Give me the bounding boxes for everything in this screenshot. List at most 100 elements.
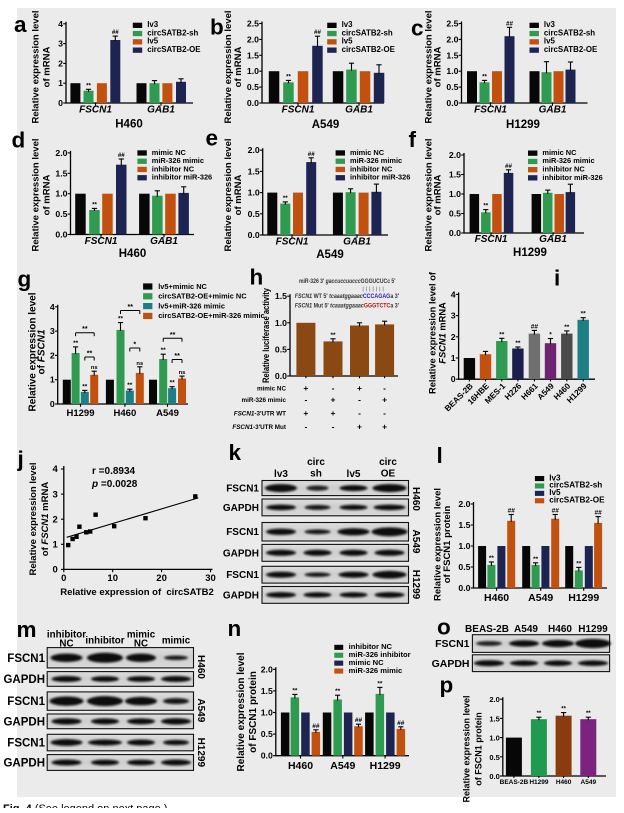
svg-text:**: ** xyxy=(286,73,291,80)
svg-text:-: - xyxy=(304,422,307,432)
svg-text:0.5: 0.5 xyxy=(261,729,273,739)
svg-text:lv5: lv5 xyxy=(342,37,354,46)
svg-text:GAPDH: GAPDH xyxy=(3,674,45,686)
svg-text:**: ** xyxy=(73,340,79,347)
svg-text:FSCN1 mRNA: FSCN1 mRNA xyxy=(438,302,448,364)
svg-text:0.5: 0.5 xyxy=(247,82,259,92)
svg-text:H460: H460 xyxy=(195,655,206,679)
svg-text:A549: A549 xyxy=(514,624,538,635)
svg-text:H1299: H1299 xyxy=(67,408,95,419)
svg-text:mimic NC: mimic NC xyxy=(349,658,385,667)
svg-text:**: ** xyxy=(330,332,336,339)
svg-text:p: p xyxy=(440,673,454,698)
svg-text:GAB1: GAB1 xyxy=(343,237,371,248)
svg-text:**: ** xyxy=(377,680,383,687)
svg-text:A549: A549 xyxy=(410,530,421,554)
svg-text:**: ** xyxy=(482,73,487,80)
svg-text:-: - xyxy=(358,395,361,405)
svg-text:circSATB2-OE+miR-326 mimic: circSATB2-OE+miR-326 mimic xyxy=(158,311,264,320)
svg-text:Relative expression level: Relative expression level xyxy=(236,652,247,771)
svg-text:Relative expression level: Relative expression level xyxy=(424,10,435,123)
svg-text:1: 1 xyxy=(451,353,456,363)
svg-text:lv3: lv3 xyxy=(274,469,288,480)
svg-text:1.5: 1.5 xyxy=(248,166,260,176)
svg-text:A549: A549 xyxy=(312,119,340,131)
svg-text:lv3: lv3 xyxy=(544,20,556,29)
svg-text:20: 20 xyxy=(156,573,167,584)
svg-text:1.5: 1.5 xyxy=(275,291,287,301)
svg-text:H460: H460 xyxy=(115,119,143,131)
svg-text:mimic NC: mimic NC xyxy=(257,386,286,393)
svg-text:0.0: 0.0 xyxy=(458,583,470,593)
svg-text:2.0: 2.0 xyxy=(55,148,67,158)
svg-text:**: ** xyxy=(86,82,91,89)
svg-text:**: ** xyxy=(581,311,587,318)
svg-text:2.0: 2.0 xyxy=(248,145,260,155)
svg-text:mimic NC: mimic NC xyxy=(152,148,187,157)
svg-text:GAPDH: GAPDH xyxy=(223,548,259,559)
svg-text:miR-326 inhibitor: miR-326 inhibitor xyxy=(349,650,411,659)
svg-text:f: f xyxy=(409,127,417,152)
svg-text:+: + xyxy=(357,422,362,432)
svg-text:lv5: lv5 xyxy=(147,37,159,46)
svg-text:Relative expression level: Relative expression level xyxy=(223,10,234,123)
svg-text:1.5: 1.5 xyxy=(489,714,499,723)
svg-text:1: 1 xyxy=(58,78,63,88)
svg-text:inhibitor: inhibitor xyxy=(85,636,124,647)
svg-text:##: ## xyxy=(552,508,560,515)
svg-text:##: ## xyxy=(505,163,512,170)
svg-text:H460: H460 xyxy=(119,248,147,260)
svg-text:0.0: 0.0 xyxy=(55,230,67,240)
svg-text:inhibitor miR-326: inhibitor miR-326 xyxy=(152,173,212,182)
svg-text:A549: A549 xyxy=(330,760,355,772)
svg-text:2.5: 2.5 xyxy=(446,19,458,29)
svg-text:H460: H460 xyxy=(484,592,509,604)
svg-text:circ: circ xyxy=(379,457,397,468)
svg-text:miR-326 3′ gaccuccuucccGGGUCUC: miR-326 3′ gaccuccuucccGGGUCUCc 5′ xyxy=(299,279,396,285)
svg-text:circSATB2-OE: circSATB2-OE xyxy=(342,45,395,54)
svg-text:0: 0 xyxy=(53,565,58,576)
svg-text:Relative expression level: Relative expression level xyxy=(28,462,39,575)
svg-text:g: g xyxy=(18,267,32,292)
svg-text:lv5: lv5 xyxy=(549,488,561,497)
svg-text:**: ** xyxy=(576,560,582,567)
svg-text:##: ## xyxy=(397,720,405,727)
svg-text:miR-326 mimic: miR-326 mimic xyxy=(242,397,287,404)
svg-text:n: n xyxy=(228,616,242,641)
svg-text:3: 3 xyxy=(451,311,456,321)
svg-text:of FSCN1 protein: of FSCN1 protein xyxy=(248,671,259,753)
svg-text:FSCN1: FSCN1 xyxy=(226,570,259,581)
svg-text:H1299: H1299 xyxy=(529,779,549,786)
svg-text:##: ## xyxy=(308,151,315,158)
svg-text:1.5: 1.5 xyxy=(247,50,259,60)
svg-text:A549: A549 xyxy=(195,698,206,722)
svg-text:-: - xyxy=(304,395,307,405)
svg-text:miR-326 mimic: miR-326 mimic xyxy=(542,156,594,165)
svg-text:**: ** xyxy=(161,347,167,354)
svg-text:**: ** xyxy=(499,331,505,338)
svg-text:of mRNA: of mRNA xyxy=(433,47,444,88)
svg-text:H460: H460 xyxy=(548,624,572,635)
svg-text:2.0: 2.0 xyxy=(489,695,499,704)
svg-text:**: ** xyxy=(561,707,566,713)
svg-text:GAPDH: GAPDH xyxy=(223,590,259,601)
svg-text:H460: H460 xyxy=(410,487,421,511)
svg-text:2: 2 xyxy=(451,332,456,342)
svg-text:+: + xyxy=(382,395,387,405)
svg-text:FSCN1-3'UTR WT: FSCN1-3'UTR WT xyxy=(234,411,286,418)
svg-text:0: 0 xyxy=(451,374,456,384)
svg-text:*: * xyxy=(133,342,136,349)
svg-text:**: ** xyxy=(292,687,298,694)
svg-text:**: ** xyxy=(127,304,133,311)
svg-text:H1299: H1299 xyxy=(513,247,547,259)
svg-text:Relative expression level: Relative expression level xyxy=(31,10,42,123)
svg-text:c: c xyxy=(411,16,424,41)
svg-text:j: j xyxy=(17,447,24,472)
svg-text:3: 3 xyxy=(53,489,58,500)
svg-text:30: 30 xyxy=(205,573,216,584)
svg-text:FSCN1: FSCN1 xyxy=(7,696,45,708)
svg-text:1: 1 xyxy=(50,375,55,385)
svg-text:##: ## xyxy=(314,29,321,36)
svg-text:1.0: 1.0 xyxy=(446,66,458,76)
svg-text:3: 3 xyxy=(50,326,55,336)
